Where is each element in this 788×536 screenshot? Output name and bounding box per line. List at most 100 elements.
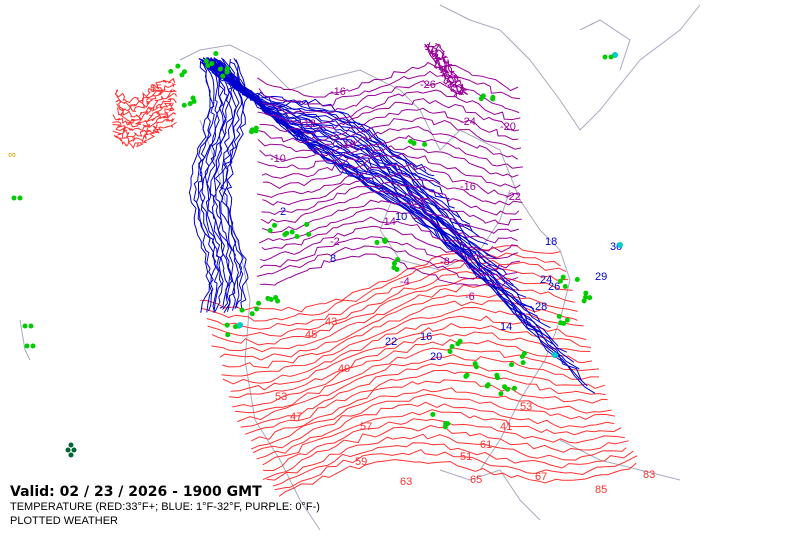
weather-symbol [556, 313, 562, 319]
weather-symbol [187, 101, 193, 107]
purple-contour [259, 125, 518, 162]
coastline [439, 4, 701, 131]
blue-contour [199, 61, 450, 200]
weather-symbol [181, 102, 187, 108]
weather-symbol [24, 343, 30, 349]
purple-contour [262, 152, 521, 189]
weather-symbol [179, 72, 185, 78]
purple-contour [258, 107, 519, 144]
purple-contour [260, 236, 521, 271]
blue-contour-label: 8 [330, 253, 336, 265]
weather-symbol [484, 383, 490, 389]
valid-time: Valid: 02 / 23 / 2026 - 1900 GMT [10, 484, 262, 500]
purple-contour-label: -22 [505, 191, 521, 203]
red-contour [278, 459, 637, 497]
red-contour [252, 393, 615, 454]
purple-contour [257, 134, 523, 170]
weather-symbol [68, 442, 74, 448]
red-contour [112, 102, 174, 128]
purple-contour-label: -20 [500, 121, 516, 133]
weather-symbol [374, 239, 380, 245]
red-contour-label: 55 [150, 83, 162, 95]
purple-contour [258, 70, 521, 107]
red-contour [114, 77, 176, 104]
weather-symbol [68, 452, 74, 458]
weather-symbol [445, 421, 451, 427]
temperature-legend: TEMPERATURE (RED:33°F+; BLUE: 1°F-32°F, … [10, 501, 320, 513]
weather-symbol [22, 323, 28, 329]
purple-contour [262, 80, 520, 115]
purple-contour [261, 181, 520, 216]
weather-symbol [552, 352, 558, 358]
coastline [19, 319, 31, 361]
red-contour-label: 59 [355, 456, 367, 468]
weather-symbol [294, 233, 300, 239]
purple-contour-label: -26 [420, 79, 436, 91]
purple-contour-label: -14 [380, 216, 396, 228]
blue-contour [226, 59, 249, 309]
red-contour [199, 245, 561, 313]
weather-symbol [464, 372, 470, 378]
layer-label: PLOTTED WEATHER [10, 515, 118, 527]
weather-symbol [225, 332, 231, 338]
red-contour-label: 63 [400, 476, 412, 488]
weather-symbol [275, 298, 281, 304]
red-contour-label: 57 [360, 421, 372, 433]
red-contour [228, 331, 591, 399]
purple-contour [261, 216, 519, 253]
weather-symbol [304, 221, 310, 227]
weather-symbol [272, 222, 278, 228]
red-contour [262, 409, 622, 466]
purple-contour [257, 117, 522, 153]
blue-contour-label: 20 [430, 351, 442, 363]
weather-symbol [239, 307, 245, 313]
weather-symbol [411, 140, 417, 146]
weather-symbol [511, 385, 517, 391]
weather-symbol [422, 141, 428, 147]
weather-symbol [562, 283, 568, 289]
weather-symbol [30, 343, 36, 349]
red-contour [207, 267, 569, 337]
blue-contour [193, 58, 215, 312]
weather-symbol [256, 300, 262, 306]
weather-symbol [224, 322, 230, 328]
weather-symbol [213, 51, 219, 57]
red-contour-label: 51 [460, 451, 472, 463]
weather-symbol [65, 447, 71, 453]
weather-symbol [505, 386, 511, 392]
weather-symbol [447, 348, 453, 354]
coastline [579, 19, 631, 71]
weather-symbol [254, 306, 260, 312]
weather-symbol [267, 227, 273, 233]
weather-symbol [249, 311, 255, 317]
red-contour [113, 121, 177, 149]
weather-symbol [617, 242, 623, 248]
red-contour [112, 118, 175, 143]
blue-contour [212, 57, 234, 314]
weather-symbol [391, 265, 397, 271]
weather-symbol [608, 54, 614, 60]
purple-contour [256, 163, 519, 199]
weather-symbol [224, 69, 230, 75]
weather-symbol [220, 73, 226, 79]
weather-symbol [480, 93, 486, 99]
weather-symbol [217, 66, 223, 72]
weather-symbol [430, 411, 436, 417]
weather-symbol [587, 295, 593, 301]
red-contour [219, 293, 578, 361]
purple-contour-label: -24 [460, 116, 476, 128]
blue-contour-label: 24 [540, 274, 552, 286]
weather-symbol [490, 94, 496, 100]
red-contour-label: 83 [643, 469, 655, 481]
blue-contour [218, 59, 596, 394]
blue-contour [215, 58, 580, 370]
purple-contour [260, 190, 522, 226]
coastline [179, 44, 421, 111]
weather-symbol [558, 320, 564, 326]
coastline [439, 469, 541, 521]
haze-symbol: ∞ [8, 149, 16, 161]
weather-symbol [11, 195, 17, 201]
red-contour-label: 65 [470, 474, 482, 486]
red-contour-label: 53 [275, 391, 287, 403]
